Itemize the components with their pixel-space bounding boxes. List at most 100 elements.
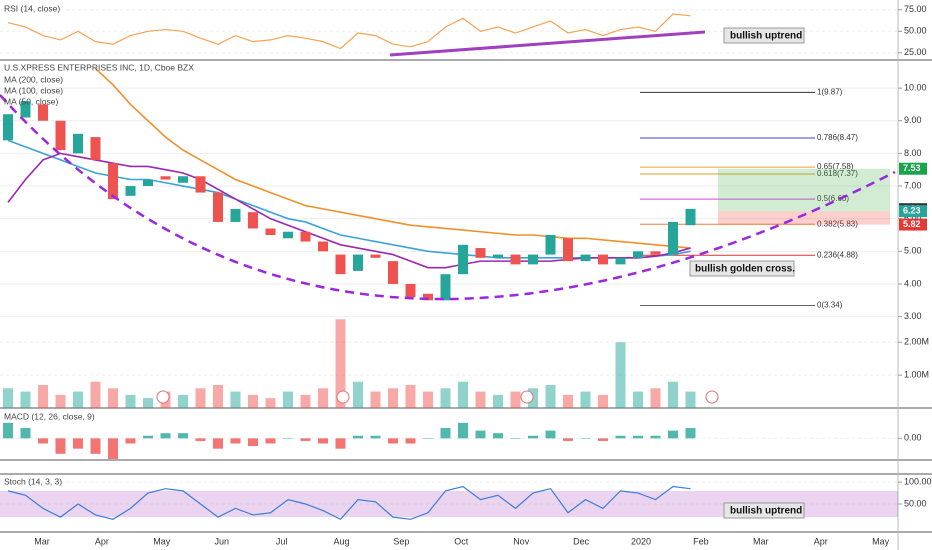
candle-body <box>73 133 83 154</box>
annotation: bullish uptrend <box>730 506 802 517</box>
candle-body <box>20 101 31 118</box>
volume-bar <box>125 394 136 408</box>
macd-bar <box>300 438 311 441</box>
candle-body <box>458 244 468 275</box>
y-tick-label: 1.00M <box>904 370 929 380</box>
candle-body <box>440 274 451 301</box>
candle-body <box>300 231 311 242</box>
macd-bar <box>580 438 591 439</box>
volume-bar <box>213 385 223 408</box>
macd-bar <box>353 435 363 439</box>
x-tick-label: Aug <box>333 536 349 546</box>
rsi-trendline <box>389 30 706 57</box>
x-tick-label: Feb <box>693 536 709 546</box>
volume-bar <box>178 394 188 408</box>
candle-body <box>335 254 346 275</box>
y-tick-label: 50.00 <box>904 498 927 508</box>
candle-body <box>318 241 328 252</box>
candle-body <box>178 176 188 183</box>
macd-bar <box>650 435 661 439</box>
macd-bar <box>20 428 31 439</box>
fib-label: 0.65(7.58) <box>817 162 854 171</box>
volume-bar <box>685 391 696 408</box>
macd-bar <box>440 428 451 439</box>
volume-bar <box>370 391 381 408</box>
macd-bar <box>55 438 66 454</box>
moving-average <box>94 67 691 249</box>
candle-body <box>580 254 591 262</box>
candle-body <box>55 120 66 151</box>
volume-bar <box>458 381 468 408</box>
y-tick-label: 8.00 <box>904 148 922 158</box>
price-label-box <box>899 162 927 175</box>
candle-body <box>510 254 521 265</box>
volume-bar <box>230 391 241 408</box>
volume-bar <box>668 381 678 408</box>
y-tick-label: 100.00 <box>904 477 932 487</box>
candle-body <box>125 186 136 196</box>
macd-title: MACD (12, 26, close, 9) <box>4 411 95 421</box>
x-tick-label: Apr <box>814 536 828 546</box>
indicator-line <box>7 485 691 521</box>
candle-body <box>265 228 276 235</box>
candle-body <box>108 163 118 200</box>
macd-bar <box>405 438 416 444</box>
price-label: 6.23 <box>903 206 921 216</box>
fib-label: 0.5(6.60) <box>817 194 849 203</box>
volume-bar <box>283 391 293 408</box>
volume-bar <box>73 391 83 408</box>
macd-bar <box>3 422 13 439</box>
plot-layer: 3.00 4.00 5.00 6.00 7.00 8.00 9.00 10.00 1.00M 2.… <box>0 4 932 546</box>
volume-bar <box>195 388 206 408</box>
candle-body <box>563 238 573 262</box>
y-tick-label: 7.00 <box>904 180 922 190</box>
annotation: bullish uptrend <box>730 31 802 42</box>
macd-bar <box>318 438 328 444</box>
volume-bar <box>248 394 258 408</box>
volume-bar <box>405 385 416 408</box>
price-label: 7.53 <box>903 163 921 173</box>
volume-bar <box>55 394 66 408</box>
fib-label: 1(9.87) <box>817 87 843 96</box>
macd-bar <box>668 430 678 439</box>
x-tick-label: Sep <box>393 536 409 546</box>
legend-entry: MA (50, close) <box>4 96 58 106</box>
y-tick-label: 3.00 <box>904 311 922 321</box>
candle-body <box>248 212 258 229</box>
macd-bar <box>598 438 608 441</box>
macd-bar <box>633 435 643 439</box>
volume-bar <box>265 398 276 408</box>
volume-bar <box>475 391 486 408</box>
volume-bar <box>353 381 363 408</box>
x-tick-label: 2020 <box>631 536 651 546</box>
volume-bar <box>510 391 521 408</box>
volume-bar <box>493 394 503 408</box>
macd-bar <box>195 438 206 441</box>
candle-body <box>650 251 661 255</box>
volume-bar <box>108 388 118 408</box>
annotation: bullish golden cross. <box>695 264 795 275</box>
macd-bar <box>685 428 696 439</box>
candle-body <box>685 208 696 226</box>
fib-label: 0.382(5.83) <box>817 219 858 228</box>
candle-body <box>213 192 223 222</box>
candle-body <box>283 231 293 239</box>
candle-body <box>195 176 206 193</box>
volume-bar <box>335 319 346 408</box>
macd-bar <box>125 438 136 444</box>
x-tick-label: May <box>872 536 890 546</box>
price-label-box <box>899 205 927 218</box>
cup-curve <box>0 94 896 301</box>
candle-body <box>370 254 381 258</box>
macd-bar <box>160 433 171 439</box>
y-tick-label: 75.00 <box>904 4 927 14</box>
candle-body <box>423 293 433 301</box>
macd-bar <box>213 438 223 449</box>
volume-bar <box>440 388 451 408</box>
volume-bar <box>318 388 328 408</box>
macd-bar <box>108 438 118 459</box>
y-tick-label: 5.00 <box>904 246 922 256</box>
event-marker <box>336 390 350 404</box>
fib-label: 0(3.34) <box>817 301 843 310</box>
